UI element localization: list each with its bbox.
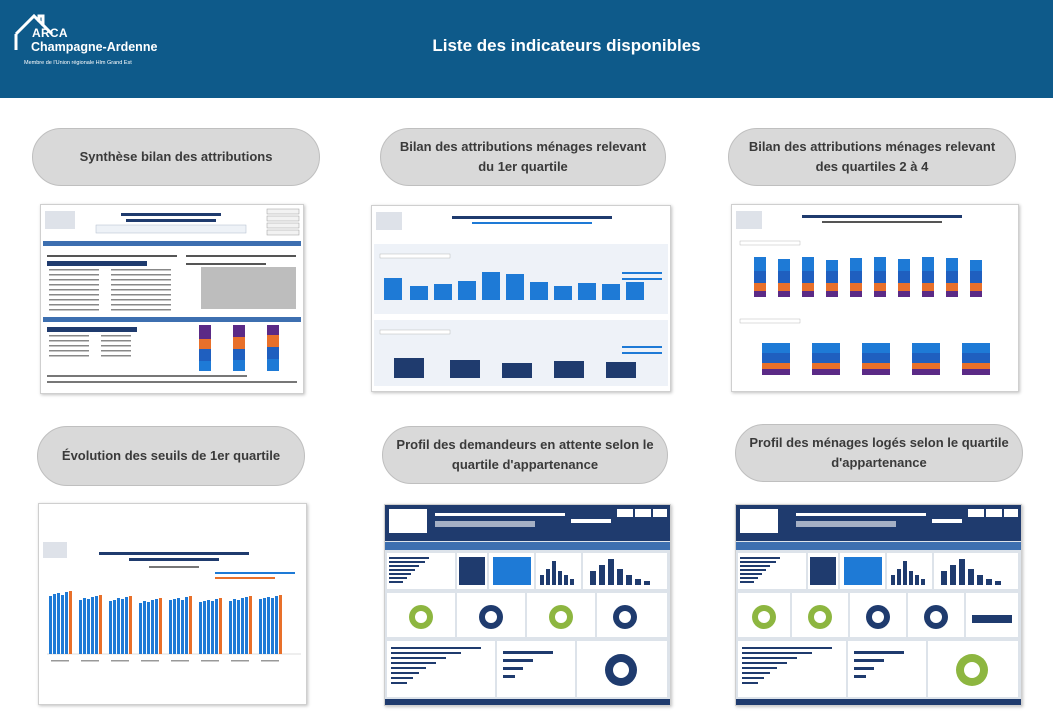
house-logo-icon xyxy=(14,13,54,50)
arca-logo: ARCA Champagne-Ardenne Membre de l'Union… xyxy=(12,10,162,72)
logo-line-3: Membre de l'Union régionale Hlm Grand Es… xyxy=(24,60,132,66)
thumbnail-synthese[interactable] xyxy=(40,204,304,394)
page-title: Liste des indicateurs disponibles xyxy=(432,36,701,55)
thumbnail-profil-demandeurs[interactable] xyxy=(384,504,671,706)
indicator-button-quartiles-2-4[interactable]: Bilan des attributions ménages relevant … xyxy=(728,128,1016,186)
indicator-label: Évolution des seuils de 1er quartile xyxy=(61,448,281,463)
report-preview-image xyxy=(39,504,306,704)
header-bar: ARCA Champagne-Ardenne Membre de l'Union… xyxy=(0,0,1053,98)
thumbnail-quartiles-2-4[interactable] xyxy=(731,204,1019,392)
report-preview-image xyxy=(41,205,303,393)
indicator-label: Bilan des attributions ménages relevant … xyxy=(399,139,647,174)
indicator-button-quartile-1[interactable]: Bilan des attributions ménages relevant … xyxy=(380,128,666,186)
report-preview-image xyxy=(736,505,1021,705)
indicator-button-synthese[interactable]: Synthèse bilan des attributions xyxy=(32,128,320,186)
logo-line-1: ARCA xyxy=(32,26,68,40)
indicator-label: Bilan des attributions ménages relevant … xyxy=(748,139,996,174)
thumbnail-profil-menages[interactable] xyxy=(735,504,1022,706)
logo-line-2: Champagne-Ardenne xyxy=(31,40,158,54)
indicator-button-evolution-seuils[interactable]: Évolution des seuils de 1er quartile xyxy=(37,426,305,486)
indicator-label: Synthèse bilan des attributions xyxy=(79,149,273,164)
indicator-button-profil-menages[interactable]: Profil des ménages logés selon le quarti… xyxy=(735,424,1023,482)
indicator-label: Profil des ménages logés selon le quarti… xyxy=(749,435,1009,470)
report-preview-image xyxy=(372,206,670,391)
report-preview-image xyxy=(732,205,1018,391)
thumbnail-quartile-1[interactable] xyxy=(371,205,671,392)
report-preview-image xyxy=(385,505,670,705)
thumbnail-evolution-seuils[interactable] xyxy=(38,503,307,705)
indicator-label: Profil des demandeurs en attente selon l… xyxy=(396,437,654,472)
indicator-button-profil-demandeurs[interactable]: Profil des demandeurs en attente selon l… xyxy=(382,426,668,484)
